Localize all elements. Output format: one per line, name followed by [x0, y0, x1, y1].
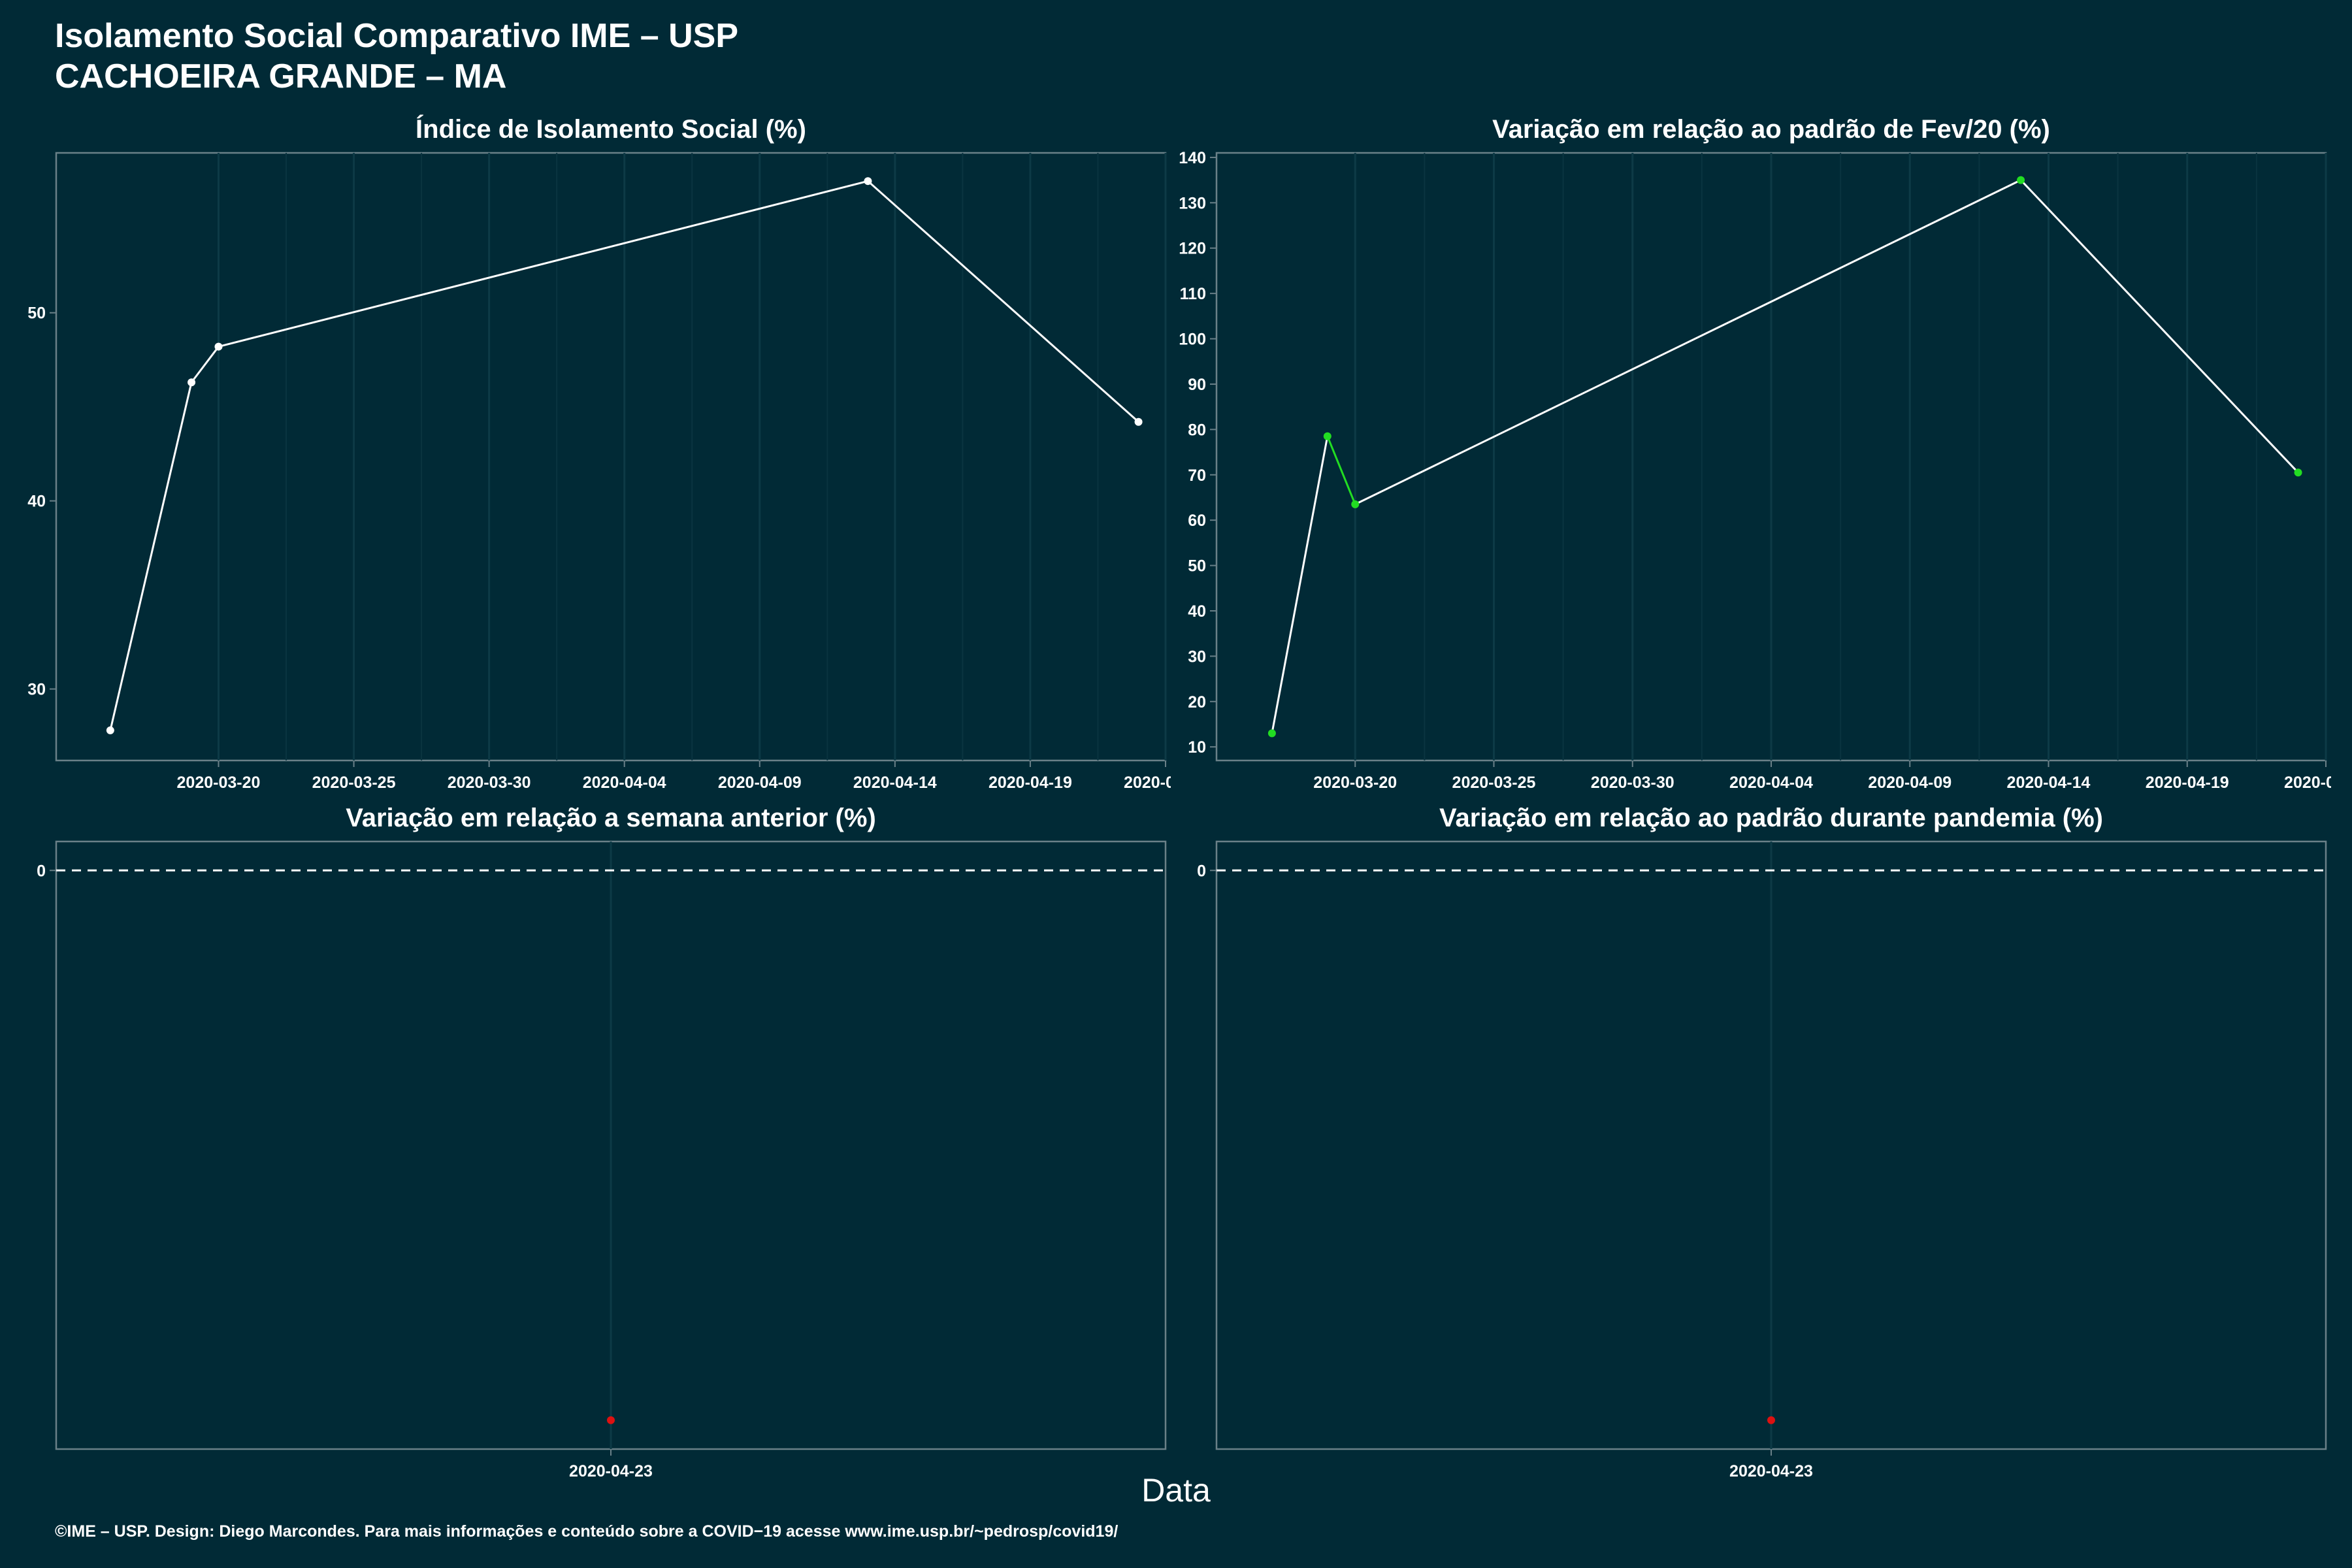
- data-point: [1351, 500, 1360, 508]
- series-line-segment: [109, 382, 193, 731]
- x-tick-label: 2020-04-23: [1729, 1462, 1813, 1480]
- y-tick-label: 10: [1188, 738, 1206, 757]
- data-point: [1267, 729, 1276, 738]
- data-point: [1323, 432, 1331, 440]
- chart-variacao-semana-anterior: 2020-04-23 0: [37, 840, 1167, 1480]
- series-line-segment: [1326, 436, 1356, 505]
- series-line-segment: [190, 346, 220, 384]
- y-tick-label: 110: [1180, 285, 1206, 303]
- data-point: [2294, 468, 2302, 477]
- y-tick-label: 30: [27, 681, 46, 699]
- y-tick-label: 130: [1179, 194, 1206, 212]
- x-axis-label: Data: [1141, 1472, 1211, 1509]
- series-line-segment: [867, 180, 1139, 423]
- x-tick-label: 2020-04-04: [1729, 774, 1813, 792]
- y-tick-label: 30: [1188, 647, 1206, 666]
- chart-isolamento-social: 2020-03-20 2020-03-25 2020-03-30 2020-04-04…: [27, 152, 1171, 792]
- chart-variacao-padrao-pandemia: 2020-04-23 0: [1197, 840, 2327, 1480]
- y-tick-label: 40: [1188, 602, 1206, 621]
- page-title: Isolamento Social Comparativo IME – USP …: [55, 16, 738, 97]
- y-tick-label: 40: [27, 493, 46, 511]
- plot-frame: [55, 152, 1167, 762]
- y-tick-label: 80: [1188, 421, 1206, 439]
- data-point: [607, 1416, 615, 1424]
- chart-variacao-fev20: 2020-03-20 2020-03-25 2020-03-30 2020-04-04…: [1179, 150, 2331, 792]
- y-tick-label: 60: [1188, 512, 1206, 530]
- x-tick-label: 2020-04-24: [1124, 774, 1171, 792]
- x-tick-label: 2020-04-19: [2146, 774, 2229, 792]
- x-tick-label: 2020-04-24: [2284, 774, 2331, 792]
- y-tick-label: 0: [1197, 862, 1206, 880]
- y-tick-label: 50: [1188, 557, 1206, 576]
- x-tick-label: 2020-03-30: [1591, 774, 1674, 792]
- data-point: [1134, 417, 1143, 426]
- series-line-segment: [2019, 179, 2299, 474]
- panel-title-variacao-semana: Variação em relação a semana anterior (%…: [346, 804, 876, 832]
- page-title-line1: Isolamento Social Comparativo IME – USP: [55, 17, 739, 55]
- data-point: [864, 177, 872, 186]
- panel-title-isolamento: Índice de Isolamento Social (%): [416, 115, 806, 144]
- footer-caption: ©IME – USP. Design: Diego Marcondes. Par…: [55, 1522, 1119, 1541]
- y-tick-label: 70: [1188, 466, 1206, 485]
- series-line-segment: [1271, 436, 1329, 734]
- x-tick-label: 2020-04-14: [2007, 774, 2091, 792]
- y-tick-label: 120: [1179, 240, 1206, 258]
- panel-title-variacao-pandemia: Variação em relação ao padrão durante pa…: [1439, 804, 2103, 832]
- series-line-segment: [1354, 179, 2021, 506]
- x-tick-label: 2020-04-14: [853, 774, 937, 792]
- series-line-segment: [218, 180, 868, 348]
- x-tick-label: 2020-03-25: [1452, 774, 1536, 792]
- x-tick-label: 2020-03-20: [1313, 774, 1397, 792]
- data-point: [214, 342, 223, 351]
- x-tick-label: 2020-04-23: [569, 1462, 653, 1480]
- data-point: [2017, 176, 2025, 184]
- x-tick-label: 2020-04-04: [583, 774, 666, 792]
- x-tick-label: 2020-04-09: [1868, 774, 1952, 792]
- x-tick-label: 2020-04-09: [718, 774, 802, 792]
- x-tick-label: 2020-03-20: [177, 774, 261, 792]
- data-point: [106, 726, 114, 734]
- x-tick-label: 2020-03-30: [448, 774, 531, 792]
- y-tick-label: 50: [27, 304, 46, 323]
- y-tick-label: 20: [1188, 693, 1206, 711]
- x-tick-label: 2020-03-25: [312, 774, 396, 792]
- data-point: [188, 378, 196, 387]
- y-tick-label: 0: [37, 862, 46, 880]
- y-tick-label: 90: [1188, 376, 1206, 394]
- y-tick-label: 100: [1179, 331, 1206, 349]
- data-point: [1767, 1416, 1775, 1424]
- panel-title-variacao-fev: Variação em relação ao padrão de Fev/20 …: [1492, 115, 2050, 144]
- x-tick-label: 2020-04-19: [988, 774, 1072, 792]
- y-tick-label: 140: [1179, 150, 1206, 167]
- page-title-line2: CACHOEIRA GRANDE – MA: [55, 57, 507, 95]
